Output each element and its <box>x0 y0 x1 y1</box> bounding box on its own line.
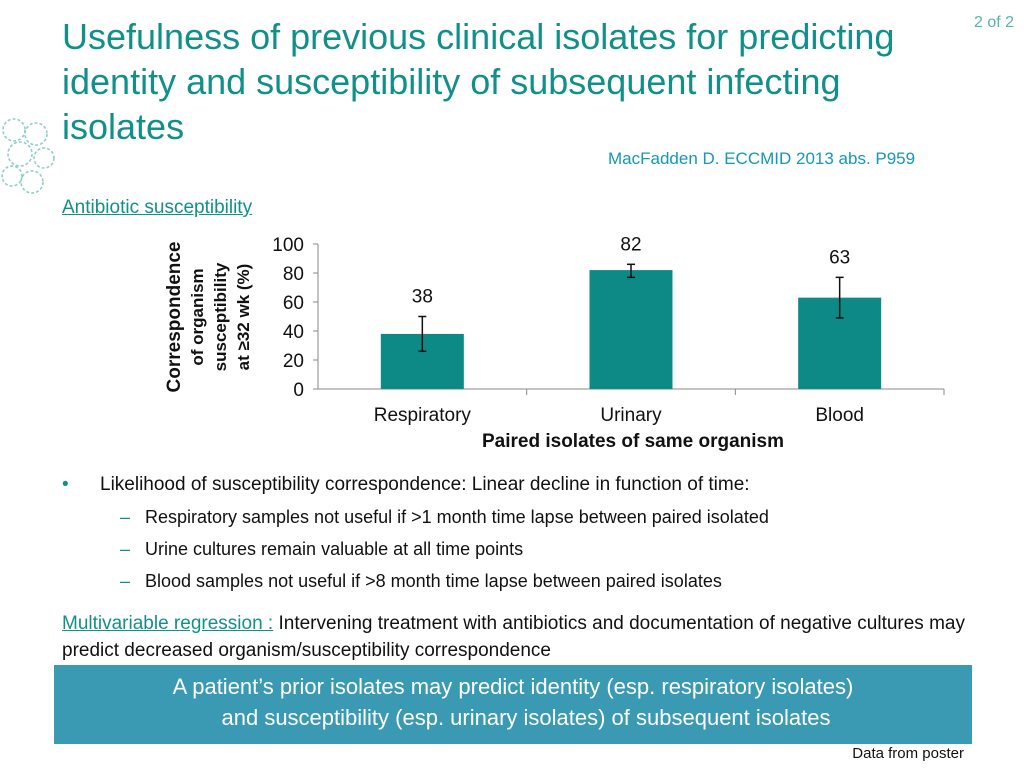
category-label: Urinary <box>600 405 662 426</box>
bullet-dot-icon: • <box>62 474 69 495</box>
bar-group-respiratory: 38 Respiratory <box>374 287 472 427</box>
y-axis-label-line: Correspondence <box>164 242 185 393</box>
error-bar <box>627 263 635 279</box>
conclusion-line-2: and susceptibility (esp. urinary isolate… <box>221 705 831 730</box>
bullet-list: • Likelihood of susceptibility correspon… <box>62 472 1002 600</box>
conclusion-box: A patient’s prior isolates may predict i… <box>54 665 972 744</box>
category-label: Respiratory <box>374 405 472 426</box>
bar-chart: Correspondence of organism susceptibility a… <box>164 234 945 452</box>
error-bar <box>835 276 844 319</box>
dash-icon: – <box>120 539 131 559</box>
y-axis-label: Correspondence of organism susceptibility a… <box>164 242 253 393</box>
page-indicator: 2 of 2 <box>973 14 1014 31</box>
y-tick-label: 100 <box>272 235 304 256</box>
sub-bullet-text: Urine cultures remain valuable at all ti… <box>145 539 524 559</box>
bar-group-urinary: 82 Urinary <box>589 234 673 426</box>
slide-title: Usefulness of previous clinical isolates… <box>62 16 895 147</box>
bar-group-blood: 63 Blood <box>798 247 882 426</box>
regression-text: Intervening treatment with antibiotics a… <box>62 613 965 661</box>
regression-link[interactable]: Multivariable regression : <box>62 613 274 634</box>
category-label: Blood <box>815 405 864 426</box>
y-tick-label: 40 <box>283 322 304 343</box>
y-axis-label-line: at ≥32 wk (%) <box>234 264 253 371</box>
footnote: Data from poster <box>852 745 964 762</box>
data-label: 63 <box>829 247 850 268</box>
regression-paragraph: Multivariable regression : Intervening t… <box>62 610 982 664</box>
data-label: 38 <box>412 287 433 308</box>
sub-bullet-item: – Blood samples not useful if >8 month t… <box>62 568 1002 600</box>
x-axis-label: Paired isolates of same organism <box>482 431 784 452</box>
virus-pattern-logo-icon <box>1 118 55 194</box>
y-tick-label: 60 <box>283 293 304 314</box>
conclusion-line-1: A patient’s prior isolates may predict i… <box>172 674 854 699</box>
citation: MacFadden D. ECCMID 2013 abs. P959 <box>608 149 916 168</box>
sub-bullet-item: – Urine cultures remain valuable at all … <box>62 536 1002 568</box>
y-axis-label-line: of organism <box>188 268 207 365</box>
dash-icon: – <box>120 571 131 591</box>
y-axis-label-line: susceptibility <box>211 262 230 371</box>
y-tick-label: 20 <box>283 351 304 372</box>
y-tick-label: 0 <box>293 380 304 401</box>
bullet-text: Likelihood of susceptibility corresponde… <box>100 474 750 495</box>
dash-icon: – <box>120 507 131 527</box>
y-tick-label: 80 <box>283 264 304 285</box>
bullet-item: • Likelihood of susceptibility correspon… <box>62 472 1002 504</box>
sub-bullet-item: – Respiratory samples not useful if >1 m… <box>62 504 1002 536</box>
data-label: 82 <box>620 234 641 255</box>
error-bar <box>418 315 427 353</box>
sub-bullet-text: Respiratory samples not useful if >1 mon… <box>145 507 769 527</box>
section-heading: Antibiotic susceptibility <box>62 197 253 218</box>
bar <box>589 270 673 389</box>
sub-bullet-text: Blood samples not useful if >8 month tim… <box>145 571 722 591</box>
